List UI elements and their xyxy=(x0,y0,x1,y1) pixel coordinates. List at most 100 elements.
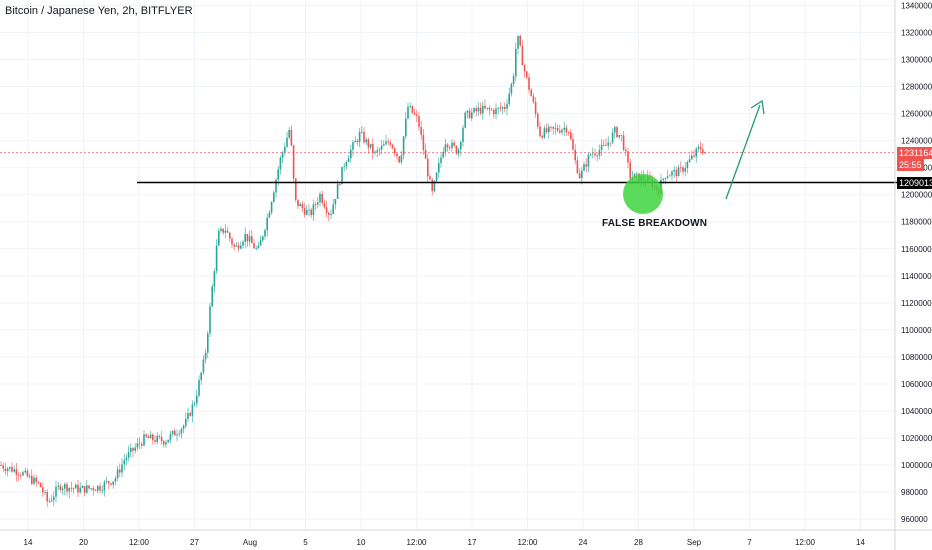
candle-body xyxy=(600,144,603,151)
candle-body xyxy=(211,286,213,307)
price-tick-label: 1040000 xyxy=(901,407,932,416)
candle-body xyxy=(46,492,48,502)
candle-body xyxy=(611,132,614,143)
candle-body xyxy=(627,151,629,163)
bar-countdown-tag: 25:55 xyxy=(897,159,924,171)
candle-body xyxy=(325,207,328,213)
candle-body xyxy=(543,128,546,138)
false-breakdown-label: FALSE BREAKDOWN xyxy=(602,218,708,229)
projection-arrow[interactable] xyxy=(725,99,765,200)
candle-body xyxy=(31,475,33,484)
candle-body xyxy=(570,132,572,140)
candle-body xyxy=(457,149,460,154)
price-tick-label: 1100000 xyxy=(901,326,932,335)
candle-body xyxy=(191,404,194,416)
price-axis[interactable]: 960000 980000 1000000 1020000 1040000 1060000… xyxy=(901,1,932,524)
candle-body xyxy=(101,490,103,491)
candle-body xyxy=(473,108,475,113)
candle-body xyxy=(479,107,482,114)
candle-body xyxy=(499,107,502,109)
candle-body xyxy=(534,102,537,114)
candle-body xyxy=(411,105,414,113)
candle-body xyxy=(169,434,172,440)
candle-body xyxy=(149,434,152,439)
candle-body xyxy=(620,135,623,136)
candle-body xyxy=(385,141,387,145)
candle-body xyxy=(178,433,180,435)
price-tick-label: 1080000 xyxy=(901,353,932,362)
candle-body xyxy=(57,485,59,487)
price-tick-label: 1140000 xyxy=(901,272,932,281)
candle-body xyxy=(2,465,4,469)
false-breakdown-highlight[interactable] xyxy=(623,174,663,214)
candle-body xyxy=(416,114,418,116)
candle-body xyxy=(328,212,330,215)
price-tick-label: 1340000 xyxy=(901,1,932,10)
candle-body xyxy=(548,126,550,133)
candle-body xyxy=(484,105,486,109)
candle-body xyxy=(259,240,262,246)
candle-body xyxy=(361,131,363,133)
candle-body xyxy=(42,487,44,493)
candle-body xyxy=(174,430,176,436)
candle-body xyxy=(81,485,84,488)
candle-body xyxy=(231,238,233,245)
candle-body xyxy=(116,469,119,479)
candle-body xyxy=(545,128,548,133)
candle-body xyxy=(332,204,334,214)
candle-body xyxy=(636,173,638,175)
candle-body xyxy=(198,380,200,396)
price-tick-label: 1180000 xyxy=(901,218,932,227)
candle-body xyxy=(92,488,95,491)
chart-title: Bitcoin / Japanese Yen, 2h, BITFLYER xyxy=(5,5,193,17)
time-tick-label: 10 xyxy=(357,538,366,547)
candle-body xyxy=(515,48,517,77)
candle-body xyxy=(671,171,673,176)
candle-body xyxy=(147,436,150,439)
time-axis[interactable]: 14 20 12:00 27 Aug 5 10 12:00 17 12:00 24 28 Sep 7 12:… xyxy=(24,538,866,547)
candle-body xyxy=(477,107,480,112)
candle-body xyxy=(237,245,240,249)
candle-body xyxy=(339,184,341,185)
candle-body xyxy=(508,93,510,104)
candle-body xyxy=(255,247,257,249)
candle-body xyxy=(306,210,308,215)
candle-body xyxy=(347,158,350,162)
candle-body xyxy=(616,127,618,138)
candle-body xyxy=(295,178,297,200)
candle-body xyxy=(90,488,92,489)
candle-body xyxy=(152,434,154,441)
candle-body xyxy=(482,105,484,114)
candle-body xyxy=(583,164,585,171)
price-tick-label: 1160000 xyxy=(901,245,932,254)
candle-body xyxy=(44,492,46,493)
candle-body xyxy=(594,153,596,156)
candle-body xyxy=(66,484,68,492)
last-price-tag: 1231164 xyxy=(897,147,932,159)
candle-body xyxy=(532,96,535,103)
candle-body xyxy=(431,179,433,192)
candle-body xyxy=(369,143,372,148)
candle-body xyxy=(343,166,345,168)
candle-body xyxy=(468,110,471,119)
candle-body xyxy=(501,107,504,109)
candle-body xyxy=(471,112,473,119)
candle-body xyxy=(246,233,249,242)
candle-body xyxy=(662,178,664,180)
price-tick-label: 1300000 xyxy=(901,55,932,64)
candle-body xyxy=(299,204,301,207)
candle-body xyxy=(699,147,702,150)
candle-body xyxy=(486,107,488,109)
candle-body xyxy=(488,107,491,110)
candle-body xyxy=(400,155,403,163)
candle-body xyxy=(279,157,282,170)
candle-body xyxy=(592,153,594,155)
candle-body xyxy=(233,244,235,247)
candle-body xyxy=(372,143,374,153)
candle-body xyxy=(405,118,407,137)
candle-body xyxy=(50,500,53,502)
price-tick-label: 980000 xyxy=(901,488,928,497)
candle-body xyxy=(176,434,178,436)
candle-body xyxy=(235,245,238,247)
